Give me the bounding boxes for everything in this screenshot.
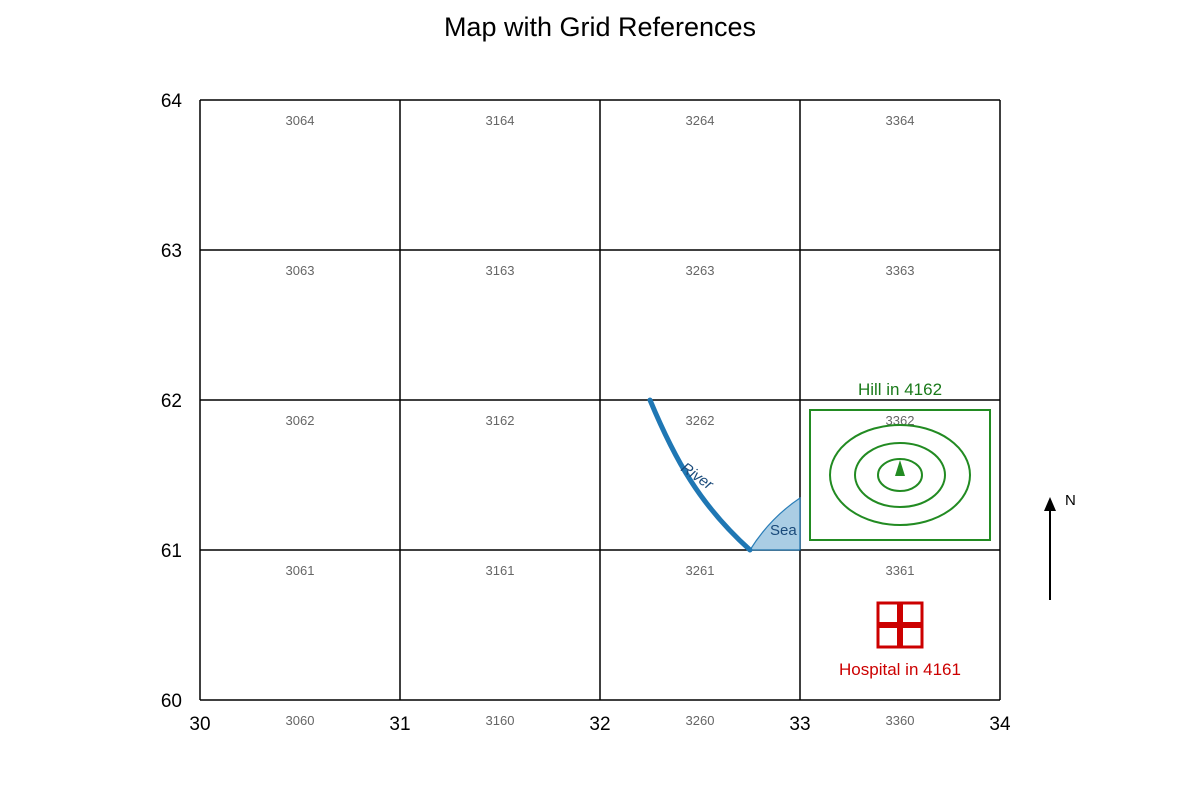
north-label: N — [1065, 492, 1076, 509]
hospital-icon — [876, 601, 924, 649]
cell-reference-labels: 3064 3164 3264 3364 3063 3163 3263 3363 3062 3162… — [286, 113, 915, 728]
cell-reference-label: 3160 — [486, 713, 515, 728]
easting-label: 30 — [189, 714, 210, 735]
easting-label: 33 — [789, 714, 810, 735]
northing-label: 61 — [161, 541, 182, 562]
hill-contour-outer — [829, 424, 971, 526]
cell-reference-label: 3063 — [286, 263, 315, 278]
northing-label: 63 — [161, 241, 182, 262]
map-title: Map with Grid References — [443, 12, 757, 42]
cell-reference-label: 3261 — [686, 563, 715, 578]
cell-reference-label: 3264 — [686, 113, 715, 128]
hill-contour-inner — [877, 458, 923, 492]
easting-label: 31 — [389, 714, 410, 735]
cell-reference-label: 3364 — [886, 113, 915, 128]
cell-reference-label: 3262 — [686, 413, 715, 428]
hill-box — [809, 409, 991, 541]
sea-label: Sea — [770, 522, 797, 539]
river-line — [647, 397, 753, 553]
axis-labels: 30 31 32 33 34 60 61 62 63 64 — [161, 91, 1011, 735]
cell-reference-label: 3163 — [486, 263, 515, 278]
cell-reference-label: 3360 — [886, 713, 915, 728]
sea-area — [748, 496, 801, 551]
cell-reference-label: 3263 — [686, 263, 715, 278]
cell-reference-label: 3260 — [686, 713, 715, 728]
cell-reference-label: 3061 — [286, 563, 315, 578]
easting-label: 34 — [989, 714, 1011, 735]
cell-reference-label: 3164 — [486, 113, 515, 128]
northing-label: 64 — [161, 91, 183, 112]
cell-reference-label: 3060 — [286, 713, 315, 728]
northing-label: 60 — [161, 691, 182, 712]
hill-summit-icon — [895, 460, 905, 476]
cell-reference-label: 3161 — [486, 563, 515, 578]
easting-label: 32 — [589, 714, 610, 735]
north-arrow-icon — [1044, 497, 1056, 600]
cell-reference-label: 3363 — [886, 263, 915, 278]
hospital-label: Hospital in 4161 — [839, 660, 961, 679]
cell-reference-label: 3062 — [286, 413, 315, 428]
grid-lines — [199, 99, 1001, 701]
hill-label: Hill in 4162 — [858, 380, 942, 399]
cell-reference-label: 3361 — [886, 563, 915, 578]
cell-reference-label: 3064 — [286, 113, 315, 128]
cell-reference-label: 3162 — [486, 413, 515, 428]
hill-contour-middle — [854, 442, 946, 508]
northing-label: 62 — [161, 391, 182, 412]
